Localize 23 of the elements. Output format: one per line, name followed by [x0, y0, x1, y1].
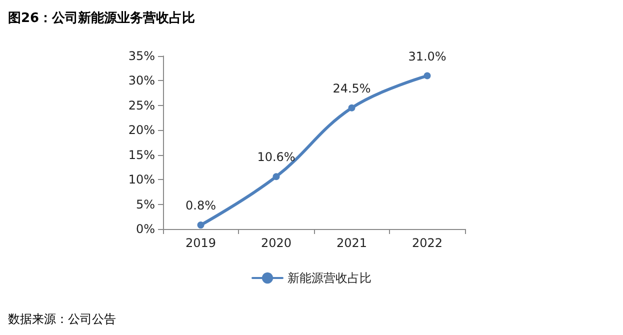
x-tick-label: 2022	[412, 236, 443, 250]
data-label: 24.5%	[332, 81, 371, 96]
point	[348, 104, 356, 112]
y-tick-label: 0%	[136, 222, 155, 236]
x-tick-label: 2020	[260, 236, 292, 250]
y-tick-label: 30%	[128, 74, 155, 88]
point	[272, 173, 280, 180]
point	[197, 222, 204, 229]
y-tick-label: 10%	[128, 172, 155, 187]
data-label: 0.8%	[186, 198, 216, 213]
x-tick-label: 2019	[185, 236, 216, 250]
chart-title: 图26：公司新能源业务营收占比	[8, 10, 196, 26]
point	[424, 72, 431, 80]
y-tick-label: 15%	[128, 148, 155, 162]
source-note: 数据来源：公司公告	[8, 312, 116, 326]
data-label: 10.6%	[257, 150, 296, 164]
y-tick-label: 35%	[128, 49, 155, 63]
data-label: 31.0%	[408, 49, 446, 64]
y-tick-label: 25%	[128, 98, 155, 112]
y-tick-label: 20%	[128, 123, 155, 138]
x-tick-label: 2021	[336, 236, 368, 250]
legend-label: 新能源营收占比	[288, 271, 372, 285]
y-tick-label: 5%	[136, 197, 155, 212]
